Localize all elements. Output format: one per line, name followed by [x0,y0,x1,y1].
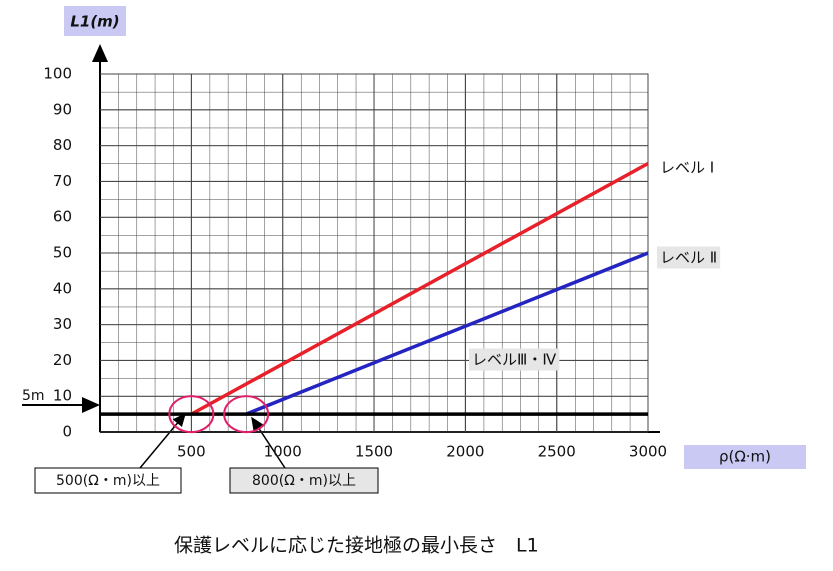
highlight-circle [168,395,215,434]
y-tick-label: 10 [53,387,72,405]
series-label-bg [657,246,721,269]
annotation-box [229,467,379,494]
x-tick-label: 2500 [538,443,576,461]
x-tick-label: 1500 [355,443,393,461]
series-line [245,251,649,416]
y-tick-label: 90 [53,100,72,118]
y-label-box [64,6,126,36]
y-tick-label: 30 [53,315,72,333]
x-label-box [684,445,806,469]
annotation: 500(Ω・m)以上 [56,473,160,489]
y-axis-label: L1(m) [70,13,119,31]
series-label: レベル Ⅰ [660,159,714,177]
x-tick-label: 2000 [446,443,484,461]
annotation-arrow [251,416,286,469]
series-label: レベル Ⅱ [660,249,717,267]
x-tick-label: 3000 [629,443,667,461]
y-tick-label: 100 [43,65,72,83]
highlight-circle [223,395,270,434]
series-label: レベルⅢ・Ⅳ [472,351,556,369]
x-tick-label: 1000 [264,443,302,461]
y-tick-label: 40 [53,279,72,297]
y-tick-label: 50 [53,244,72,262]
x-axis-label: ρ(Ω·m) [719,448,771,466]
annotation-box [34,467,182,494]
caption: 保護レベルに応じた接地極の最小長さ L1 [174,535,539,557]
y-tick-label: 70 [53,172,72,190]
y-tick-label: 80 [53,136,72,154]
annotation: 5m [22,388,45,404]
y-tick-label: 60 [53,208,72,226]
annotation-arrow [139,412,186,469]
x-tick-label: 500 [177,443,206,461]
y-tick-label: 0 [62,423,72,441]
series-line [190,161,649,416]
y-tick-label: 20 [53,351,72,369]
series-label-bg [469,348,560,371]
annotation: 800(Ω・m)以上 [252,473,356,489]
